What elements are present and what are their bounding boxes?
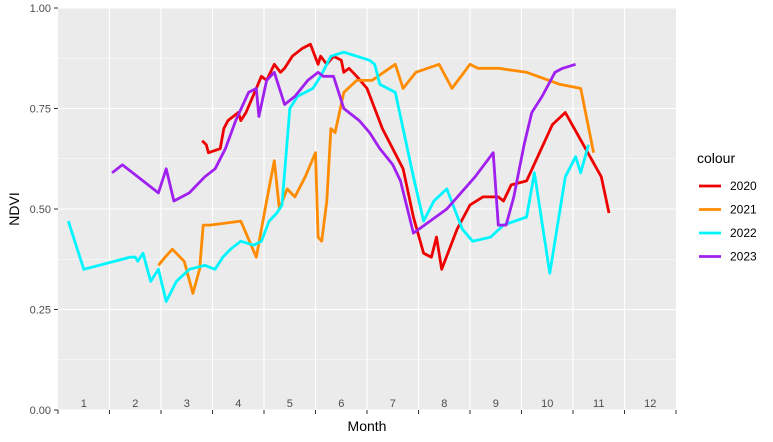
series-lines xyxy=(66,42,611,303)
legend-label-2022: 2022 xyxy=(730,226,757,240)
x-tick-label: 8 xyxy=(441,398,447,410)
y-tick-label: 1.00 xyxy=(30,3,51,15)
x-axis-title: Month xyxy=(348,418,387,434)
y-tick-label: 0.50 xyxy=(30,204,51,216)
x-tick-label: 6 xyxy=(338,398,344,410)
legend-label-2020: 2020 xyxy=(730,179,757,193)
x-tick-label: 5 xyxy=(287,398,293,410)
y-tick-label: 0.25 xyxy=(30,305,51,317)
x-tick-label: 2 xyxy=(132,398,138,410)
legend-title: colour xyxy=(697,150,735,166)
y-axis: 0.00 0.25 0.50 0.75 1.00 xyxy=(30,3,58,417)
x-axis: 1 2 3 4 5 6 7 8 9 10 11 12 xyxy=(57,398,677,414)
series-line-2021 xyxy=(157,62,595,295)
x-tick-label: 1 xyxy=(81,398,87,410)
x-tick-label: 7 xyxy=(390,398,396,410)
series-line-2022 xyxy=(66,50,590,303)
series-line-2020 xyxy=(201,42,611,271)
y-tick-label: 0.00 xyxy=(30,405,51,417)
legend-items: 2020 2021 2022 2023 xyxy=(699,179,757,264)
x-tick-label: 4 xyxy=(235,398,241,410)
major-gridlines xyxy=(58,7,676,411)
y-tick-label: 0.75 xyxy=(30,104,51,116)
x-tick-label: 12 xyxy=(644,398,656,410)
legend-label-2021: 2021 xyxy=(730,203,757,217)
x-tick-label: 10 xyxy=(541,398,553,410)
x-tick-label: 3 xyxy=(184,398,190,410)
x-tick-label: 11 xyxy=(593,398,604,410)
x-tick-label: 9 xyxy=(493,398,499,410)
y-axis-title: NDVI xyxy=(6,192,22,225)
legend: colour 2020 2021 2022 2023 xyxy=(697,150,757,264)
legend-label-2023: 2023 xyxy=(730,250,757,264)
series-line-2023 xyxy=(111,62,577,235)
